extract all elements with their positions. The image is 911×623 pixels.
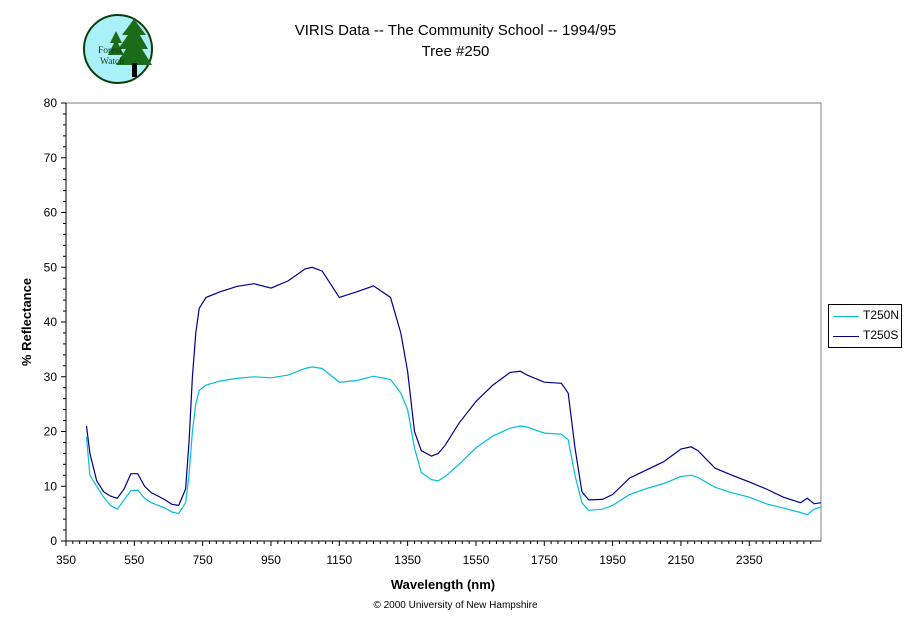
legend-swatch-t250n [833,316,859,317]
x-tick-label: 1550 [463,553,490,567]
forest-watch-logo: Forest Watch [83,14,153,84]
y-tick-label: 0 [50,534,57,548]
legend-label-t250n: T250N [863,308,900,322]
x-tick-label: 2150 [668,553,695,567]
x-tick-label: 750 [193,553,213,567]
x-tick-label: 350 [56,553,76,567]
x-tick-label: 2350 [736,553,763,567]
plot-area [65,102,822,542]
logo-text-line2: Watch [100,57,124,67]
y-tick-label: 60 [44,206,58,220]
y-axis-title: % Reflectance [19,278,34,366]
x-tick-label: 550 [124,553,144,567]
legend-swatch-t250s [833,336,859,337]
y-tick-label: 40 [44,315,58,329]
y-tick-label: 70 [44,151,58,165]
x-tick-label: 1150 [326,553,352,567]
x-tick-label: 1750 [531,553,558,567]
y-tick-label: 20 [44,425,58,439]
y-tick-label: 80 [44,96,58,110]
legend-item-t250s: T250S [833,327,901,345]
series-line-t250n [85,366,822,516]
series-group [85,266,822,516]
copyright-text: © 2000 University of New Hampshire [373,600,538,611]
logo-text-line1: Forest [98,46,122,56]
tree-icon [108,19,152,77]
x-tick-label: 1350 [394,553,421,567]
y-tick-label: 30 [44,370,58,384]
series-line-t250s [85,266,822,507]
x-axis-title: Wavelength (nm) [391,577,495,592]
chart-title: VIRIS Data -- The Community School -- 19… [294,22,617,39]
legend-label-t250s: T250S [863,328,899,342]
legend-item-t250n: T250N [833,307,901,325]
x-tick-label: 1950 [599,553,626,567]
y-tick-label: 10 [44,479,58,493]
x-tick-label: 950 [261,553,281,567]
axes-group: 0 10 20 30 40 50 60 70 80 350 550 750 950 1150 1350 155… [44,96,821,567]
legend: T250N T250S [828,304,902,348]
chart-subtitle: Tree #250 [421,43,490,60]
y-tick-label: 50 [44,260,58,274]
